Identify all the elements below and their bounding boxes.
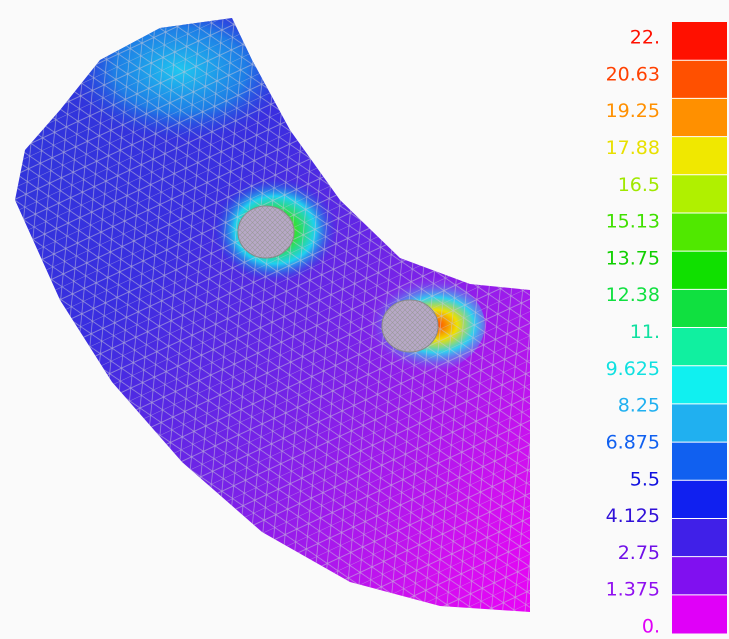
legend-band (672, 442, 727, 481)
legend-band (672, 366, 727, 405)
legend-band (672, 98, 727, 137)
legend-band (672, 518, 727, 557)
legend-label: 1.375 (606, 579, 660, 601)
legend-band (672, 595, 727, 634)
legend-label: 8.25 (618, 395, 660, 417)
color-legend: 22. 20.63 19.25 17.88 16.5 15.13 13.75 12.38 11.… (606, 22, 727, 638)
legend-label: 11. (630, 321, 660, 343)
legend-band (672, 251, 727, 290)
legend-label: 0. (642, 616, 660, 638)
legend-band (672, 328, 727, 367)
legend-label: 15.13 (606, 211, 660, 233)
fea-view: 22. 20.63 19.25 17.88 16.5 15.13 13.75 12.38 11.… (0, 0, 729, 639)
legend-band (672, 480, 727, 519)
legend-label: 17.88 (606, 137, 660, 159)
legend-label: 20.63 (606, 63, 660, 85)
legend-band (672, 213, 727, 252)
legend-label: 16.5 (618, 174, 660, 196)
legend-band (672, 175, 727, 214)
legend-label: 19.25 (606, 100, 660, 122)
legend-label: 6.875 (606, 431, 660, 453)
legend-label: 2.75 (618, 542, 660, 564)
legend-label: 13.75 (606, 247, 660, 269)
legend-band (672, 557, 727, 596)
legend-band (672, 137, 727, 176)
legend-band (672, 289, 727, 328)
legend-band (672, 22, 727, 61)
legend-label: 22. (630, 27, 660, 49)
mesh-body (0, 0, 540, 639)
legend-label: 4.125 (606, 505, 660, 527)
legend-label: 9.625 (606, 358, 660, 380)
legend-band (672, 60, 727, 99)
legend-band (672, 404, 727, 443)
legend-label: 5.5 (630, 468, 660, 490)
legend-label: 12.38 (606, 284, 660, 306)
